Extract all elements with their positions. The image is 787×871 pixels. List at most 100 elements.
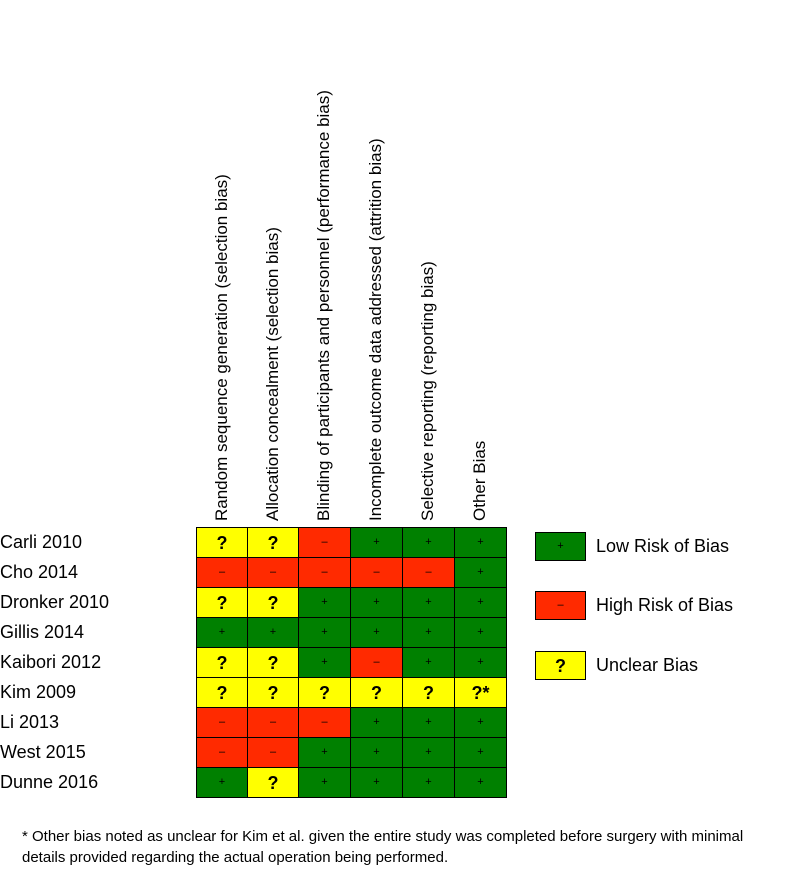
- rating-symbol: +: [425, 716, 432, 728]
- rating-symbol: –: [218, 566, 226, 578]
- rating-cell-unclear: ?: [196, 647, 248, 678]
- rating-symbol: +: [321, 626, 328, 638]
- rating-symbol: +: [425, 746, 432, 758]
- rating-cell-unclear: ?: [196, 677, 248, 708]
- rating-symbol: ?: [267, 682, 279, 703]
- rating-symbol: –: [373, 656, 380, 668]
- rating-symbol: ?: [267, 772, 279, 793]
- rating-cell-low: +: [454, 557, 507, 588]
- rating-cell-unclear: ?: [247, 677, 299, 708]
- domain-header-2: Allocation concealment (selection bias): [262, 227, 282, 521]
- rating-cell-low: +: [402, 707, 455, 738]
- rating-symbol: ?: [267, 592, 279, 613]
- rating-symbol: +: [425, 536, 432, 548]
- rating-cell-low: +: [402, 737, 455, 768]
- domain-header-5: Selective reporting (reporting bias): [418, 261, 437, 521]
- rating-symbol: +: [477, 536, 484, 548]
- rating-cell-high: –: [402, 557, 455, 588]
- study-label: Cho 2014: [0, 562, 79, 582]
- rating-symbol: –: [218, 716, 226, 728]
- rating-symbol: +: [321, 656, 328, 668]
- rating-cell-low: +: [298, 587, 351, 618]
- rating-symbol: ?: [423, 682, 434, 703]
- domain-header-6: Other Bias: [470, 440, 489, 521]
- rating-symbol: +: [425, 656, 432, 668]
- rating-symbol: +: [373, 596, 380, 608]
- rating-cell-high: –: [298, 557, 351, 588]
- rating-cell-low: +: [350, 617, 403, 648]
- rating-cell-low: +: [454, 737, 507, 768]
- rating-cell-low: +: [298, 647, 351, 678]
- rating-symbol: ?: [371, 682, 382, 703]
- rating-cell-low: +: [454, 587, 507, 618]
- rating-cell-high: –: [196, 557, 248, 588]
- study-label: Kim 2009: [0, 682, 77, 702]
- rating-symbol: –: [373, 566, 380, 578]
- rating-cell-low: +: [454, 617, 507, 648]
- rating-cell-low: +: [402, 587, 455, 618]
- rating-symbol: +: [477, 626, 484, 638]
- study-label: Kaibori 2012: [0, 652, 102, 672]
- legend-symbol: ?: [555, 655, 566, 676]
- rating-cell-low: +: [454, 767, 507, 798]
- rating-symbol: +: [477, 656, 484, 668]
- legend-label-high: High Risk of Bias: [596, 595, 734, 615]
- rating-symbol: +: [477, 746, 484, 758]
- rating-symbol: –: [321, 536, 328, 548]
- legend-label-low: Low Risk of Bias: [596, 536, 730, 556]
- rating-cell-unclear: ?: [402, 677, 455, 708]
- rating-symbol: +: [321, 776, 328, 788]
- domain-header-4: Incomplete outcome data addressed (attri…: [366, 138, 385, 521]
- footnote: * Other bias noted as unclear for Kim et…: [22, 828, 744, 866]
- legend-swatch-high: –: [535, 591, 586, 620]
- rating-cell-high: –: [350, 647, 403, 678]
- rating-symbol: +: [218, 776, 226, 788]
- domain-header-3: Blinding of participants and personnel (…: [314, 90, 333, 521]
- rating-symbol: +: [425, 776, 432, 788]
- study-label: Gillis 2014: [0, 622, 85, 642]
- rating-cell-low: +: [454, 707, 507, 738]
- rating-symbol: +: [477, 596, 484, 608]
- rating-symbol: +: [425, 626, 432, 638]
- domain-header-1: Random sequence generation (selection bi…: [211, 174, 231, 521]
- rating-cell-low: +: [247, 617, 299, 648]
- rating-cell-low: +: [350, 527, 403, 558]
- legend-swatch-unclear: ?: [535, 651, 586, 680]
- rating-cell-high: –: [196, 707, 248, 738]
- rating-cell-unclear: ?: [247, 527, 299, 558]
- rating-cell-unclear: ?: [196, 587, 248, 618]
- rating-cell-high: –: [196, 737, 248, 768]
- rating-cell-unclear: ?*: [454, 677, 507, 708]
- rating-cell-unclear: ?: [247, 767, 299, 798]
- rating-symbol: +: [477, 566, 484, 578]
- legend-swatch-low: +: [535, 532, 586, 561]
- study-label: Dronker 2010: [0, 592, 110, 612]
- rating-cell-low: +: [298, 767, 351, 798]
- rating-cell-low: +: [350, 737, 403, 768]
- rating-cell-low: +: [402, 647, 455, 678]
- rating-symbol: ?: [319, 682, 330, 703]
- rating-symbol: +: [373, 776, 380, 788]
- rating-cell-low: +: [298, 737, 351, 768]
- rating-symbol: ?: [267, 652, 279, 673]
- rating-cell-high: –: [298, 707, 351, 738]
- rating-symbol: +: [373, 716, 380, 728]
- rating-cell-high: –: [350, 557, 403, 588]
- rating-symbol: –: [425, 566, 432, 578]
- rating-cell-high: –: [247, 707, 299, 738]
- rating-symbol: +: [477, 776, 484, 788]
- legend-symbol: +: [557, 540, 564, 552]
- rating-cell-low: +: [454, 647, 507, 678]
- legend-symbol: –: [557, 599, 564, 611]
- study-label: Li 2013: [0, 712, 60, 732]
- rating-cell-high: –: [298, 527, 351, 558]
- rating-symbol: ?: [216, 682, 228, 703]
- rating-symbol: +: [321, 596, 328, 608]
- rating-cell-low: +: [350, 707, 403, 738]
- rating-symbol: ?: [216, 592, 228, 613]
- rating-symbol: –: [269, 566, 277, 578]
- rating-cell-unclear: ?: [247, 587, 299, 618]
- rating-cell-unclear: ?: [350, 677, 403, 708]
- rating-cell-low: +: [454, 527, 507, 558]
